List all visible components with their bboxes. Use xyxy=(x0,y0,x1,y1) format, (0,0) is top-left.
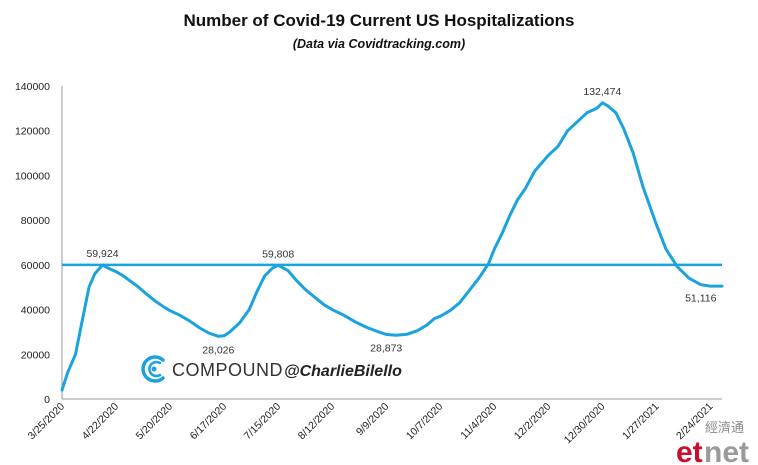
y-axis-ticks: 0 20000 40000 60000 80000 100000 120000 140000 xyxy=(15,81,50,406)
x-tick-label: 5/20/2020 xyxy=(134,401,176,443)
compound-logo: COMPOUND xyxy=(141,355,283,383)
chart-title: Number of Covid-19 Current US Hospitaliz… xyxy=(183,11,574,30)
x-tick-label: 6/17/2020 xyxy=(188,401,230,443)
chart-subtitle: (Data via Covidtracking.com) xyxy=(293,37,465,51)
data-label: 59,808 xyxy=(262,248,294,260)
x-tick-label: 10/7/2020 xyxy=(404,401,446,443)
data-label: 51,116 xyxy=(685,293,716,305)
x-tick-label: 12/30/2020 xyxy=(562,401,608,447)
data-label: 28,026 xyxy=(202,344,234,356)
x-axis-ticks: 3/25/2020 4/22/2020 5/20/2020 6/17/2020 7/15… xyxy=(26,401,716,447)
y-tick-label: 60000 xyxy=(21,260,50,272)
y-tick-label: 100000 xyxy=(15,170,50,182)
data-label: 132,474 xyxy=(583,86,621,98)
data-labels: 59,924 28,026 59,808 28,873 132,474 51,116 xyxy=(86,86,716,357)
compound-wordmark: COMPOUND xyxy=(172,360,283,380)
etnet-watermark: 經濟通 et net xyxy=(676,420,749,465)
watermark-et: et xyxy=(676,436,703,465)
compound-icon xyxy=(141,355,165,383)
x-tick-label: 11/4/2020 xyxy=(458,401,499,442)
y-tick-label: 80000 xyxy=(21,215,50,227)
x-tick-label: 8/12/2020 xyxy=(296,401,338,443)
x-tick-label: 3/25/2020 xyxy=(26,401,68,443)
y-tick-label: 120000 xyxy=(15,126,50,138)
y-tick-label: 20000 xyxy=(21,349,50,361)
x-tick-label: 7/15/2020 xyxy=(242,401,284,443)
series-line-hospitalizations xyxy=(60,101,724,392)
y-tick-label: 140000 xyxy=(15,81,50,93)
twitter-handle: @CharlieBilello xyxy=(284,363,402,380)
y-tick-label: 0 xyxy=(44,394,50,406)
x-tick-label: 9/9/2020 xyxy=(354,401,391,438)
watermark-net: net xyxy=(704,436,749,465)
x-tick-label: 12/2/2020 xyxy=(512,401,554,443)
data-label: 59,924 xyxy=(86,248,118,260)
x-tick-label: 4/22/2020 xyxy=(80,401,122,443)
watermark-chinese-text: 經濟通 xyxy=(705,420,744,436)
y-tick-label: 40000 xyxy=(21,305,50,317)
x-tick-label: 1/27/2021 xyxy=(620,401,662,443)
data-label: 28,873 xyxy=(370,342,402,354)
